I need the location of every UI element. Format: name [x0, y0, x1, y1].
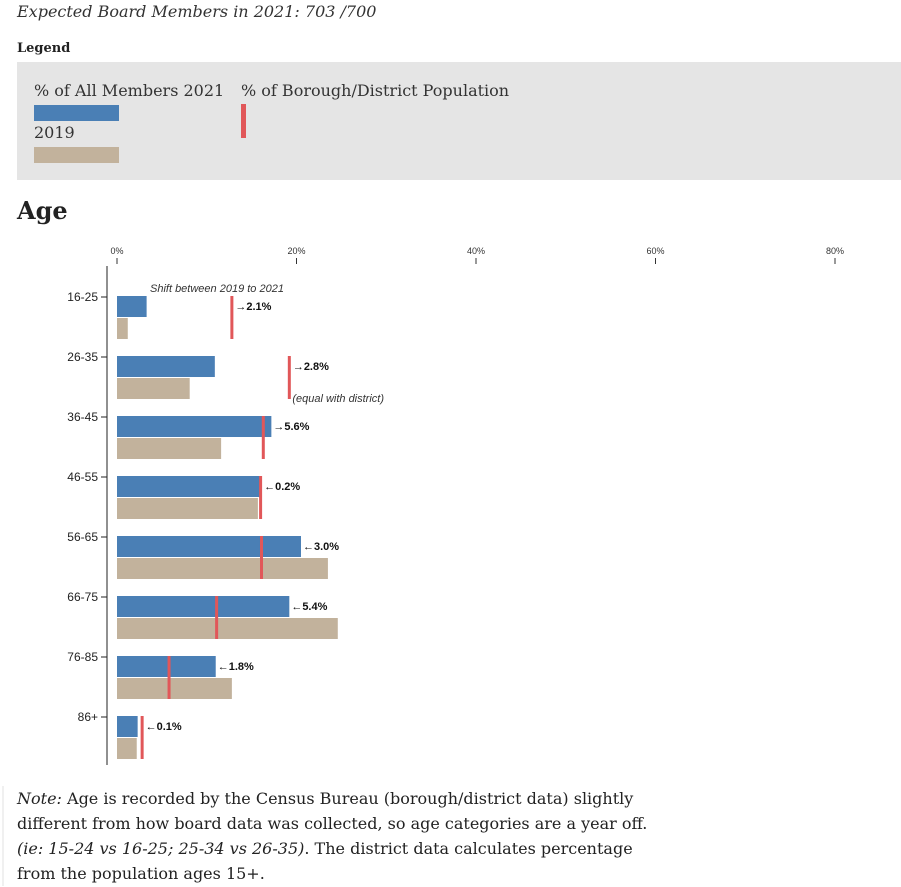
population-marker — [140, 716, 144, 759]
shift-label: ←0.1% — [146, 721, 182, 733]
bar-2021 — [117, 536, 301, 557]
y-category-label: 46-55 — [67, 470, 98, 484]
shift-title-annotation: Shift between 2019 to 2021 — [150, 283, 284, 295]
legend-label-population: % of Borough/District Population — [241, 81, 510, 100]
equal-with-district-annotation: (equal with district) — [292, 393, 384, 405]
population-marker — [167, 656, 171, 699]
chart-note: Note: Age is recorded by the Census Bure… — [17, 786, 657, 886]
legend-label-2019: 2019 — [34, 123, 75, 142]
bar-2021 — [117, 356, 215, 377]
shift-label: →2.8% — [293, 361, 329, 373]
shift-label: ←1.8% — [218, 661, 254, 673]
shift-label: →2.1% — [235, 301, 271, 313]
bar-2021 — [117, 656, 216, 677]
legend-label-2021: % of All Members 2021 — [34, 81, 225, 100]
note-divider — [2, 786, 4, 886]
bar-2021 — [117, 596, 290, 617]
x-tick-label: 80% — [826, 246, 844, 256]
y-category-label: 86+ — [78, 710, 98, 724]
y-category-label: 56-65 — [67, 530, 98, 544]
bar-2019 — [117, 438, 222, 459]
x-tick-label: 40% — [467, 246, 485, 256]
y-category-label: 76-85 — [67, 650, 98, 664]
note-text-1: Age is recorded by the Census Bureau (bo… — [17, 789, 648, 833]
shift-label: →5.6% — [273, 421, 309, 433]
population-marker — [287, 356, 291, 399]
bar-2019 — [117, 498, 258, 519]
chart-subtitle: Expected Board Members in 2021: 703 /700 — [17, 2, 377, 21]
population-marker — [259, 536, 263, 579]
population-marker — [261, 416, 265, 459]
bar-2021 — [117, 416, 272, 437]
bar-2019 — [117, 678, 232, 699]
age-bar-chart: 0% 20% 40% 60% 80% 16-25 →2.1% 26-35 →2.8% 36-45 →… — [67, 246, 844, 765]
shift-label: ←5.4% — [291, 601, 327, 613]
bar-2019 — [117, 318, 128, 339]
note-example: (ie: 15-24 vs 16-25; 25-34 vs 26-35) — [17, 839, 305, 858]
y-category-label: 66-75 — [67, 590, 98, 604]
note-text-2: . The district data calculates percentag… — [17, 839, 633, 883]
bar-2021 — [117, 716, 138, 737]
note-lead: Note: — [17, 789, 62, 808]
bar-2021 — [117, 476, 260, 497]
x-tick-label: 0% — [110, 246, 123, 256]
legend-swatch-population — [241, 104, 246, 138]
legend-title: Legend — [17, 41, 71, 56]
y-category-label: 16-25 — [67, 290, 98, 304]
bar-2019 — [117, 618, 338, 639]
y-category-label: 26-35 — [67, 350, 98, 364]
x-tick-label: 20% — [287, 246, 305, 256]
bar-2021 — [117, 296, 147, 317]
shift-label: ←0.2% — [264, 481, 300, 493]
x-tick-label: 60% — [646, 246, 664, 256]
legend: % of All Members 2021 2019 % of Borough/… — [17, 62, 901, 180]
bar-2019 — [117, 738, 137, 759]
bar-2019 — [117, 558, 328, 579]
legend-swatch-2021 — [34, 105, 119, 121]
legend-swatch-2019 — [34, 147, 119, 163]
section-title-age: Age — [17, 196, 68, 225]
population-marker — [230, 296, 234, 339]
population-marker — [215, 596, 219, 639]
population-marker — [259, 476, 263, 519]
y-category-label: 36-45 — [67, 410, 98, 424]
bar-2019 — [117, 378, 190, 399]
shift-label: ←3.0% — [303, 541, 339, 553]
